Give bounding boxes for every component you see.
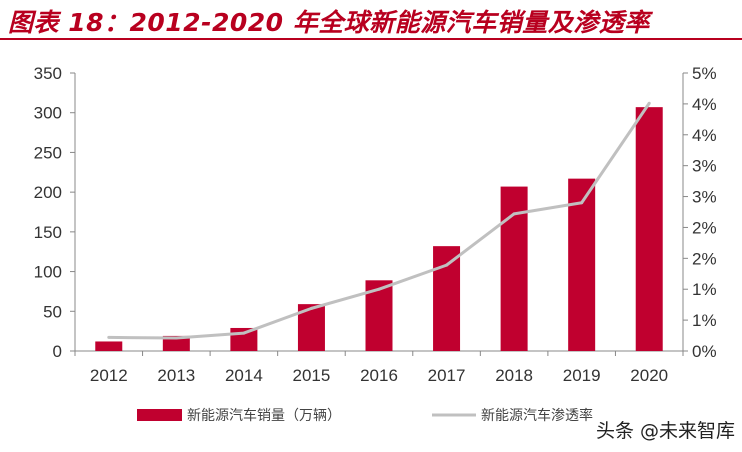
- right-axis-tick-label: 4%: [692, 95, 717, 114]
- right-axis-tick-label: 3%: [692, 188, 717, 207]
- legend-swatch-sales: [137, 409, 182, 421]
- penetration-point-2013: [174, 336, 178, 340]
- x-axis-tick-label: 2020: [630, 366, 668, 385]
- bar-2013: [162, 335, 190, 351]
- legend: 新能源汽车销量（万辆） 新能源汽车渗透率: [137, 407, 593, 424]
- legend-label-penetration: 新能源汽车渗透率: [481, 407, 593, 424]
- legend-label-sales: 新能源汽车销量（万辆）: [187, 407, 341, 424]
- x-axis-tick-label: 2015: [293, 366, 331, 385]
- penetration-point-2019: [580, 201, 584, 205]
- left-axis-tick-label: 300: [34, 104, 62, 123]
- right-axis-tick-label: 1%: [692, 311, 717, 330]
- left-axis-tick-label: 200: [34, 183, 62, 202]
- bar-2014: [230, 327, 258, 351]
- right-axis-tick-label: 2%: [692, 249, 717, 268]
- left-axis-tick-label: 100: [34, 263, 62, 282]
- right-axis-tick-label: 3%: [692, 157, 717, 176]
- x-axis-tick-label: 2016: [360, 366, 398, 385]
- bar-2019: [568, 178, 596, 351]
- x-axis-tick-label: 2013: [157, 366, 195, 385]
- left-axis-tick-label: 150: [34, 223, 62, 242]
- bar-2020: [635, 107, 663, 351]
- right-axis-tick-label: 4%: [692, 126, 717, 145]
- penetration-point-2015: [309, 306, 313, 310]
- bar-2012: [95, 341, 123, 351]
- penetration-point-2014: [242, 331, 246, 335]
- penetration-point-2020: [647, 101, 651, 105]
- x-axis-tick-label: 2012: [90, 366, 128, 385]
- left-axis-tick-label: 250: [34, 143, 62, 162]
- penetration-point-2017: [445, 263, 449, 267]
- right-axis-tick-label: 5%: [692, 64, 717, 83]
- penetration-point-2018: [512, 212, 516, 216]
- watermark: 头条 @未来智库: [596, 420, 736, 442]
- right-axis-tick-label: 0%: [692, 342, 717, 361]
- left-axis-tick-label: 350: [34, 64, 62, 83]
- penetration-point-2016: [377, 287, 381, 291]
- bar-2017: [433, 246, 461, 351]
- right-axis-tick-label: 2%: [692, 218, 717, 237]
- penetration-point-2012: [107, 335, 111, 339]
- x-axis-tick-label: 2014: [225, 366, 263, 385]
- left-axis-tick-label: 0: [53, 342, 62, 361]
- chart-title: 图表 18：2012-2020 年全球新能源汽车销量及渗透率: [8, 8, 650, 37]
- title-divider: [0, 38, 742, 40]
- x-axis-tick-label: 2017: [428, 366, 466, 385]
- right-axis-tick-label: 1%: [692, 280, 717, 299]
- left-axis-tick-label: 50: [43, 302, 62, 321]
- x-axis-tick-label: 2018: [495, 366, 533, 385]
- x-axis-tick-label: 2019: [563, 366, 601, 385]
